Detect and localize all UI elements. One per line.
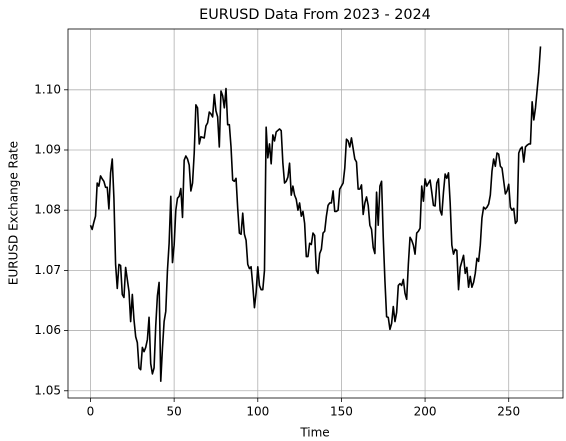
- y-tick-label: 1.08: [34, 203, 61, 217]
- data-line: [89, 46, 542, 382]
- y-tick-label: 1.05: [34, 383, 61, 397]
- y-tick-label: 1.07: [34, 263, 61, 277]
- x-tick-label: 250: [497, 405, 520, 419]
- y-tick-label: 1.06: [34, 323, 61, 337]
- y-tick-label: 1.10: [34, 82, 61, 96]
- y-axis-label: EURUSD Exchange Rate: [7, 141, 21, 285]
- chart-title: EURUSD Data From 2023 - 2024: [199, 7, 431, 23]
- x-tick-label: 50: [167, 405, 182, 419]
- x-tick-label: 200: [414, 405, 437, 419]
- x-tick-label: 100: [246, 405, 269, 419]
- plot-frame: [67, 28, 564, 399]
- x-axis-label: Time: [299, 426, 329, 440]
- x-tick-label: 150: [330, 405, 353, 419]
- y-tick-label: 1.09: [34, 142, 61, 156]
- x-tick-label: 0: [87, 405, 95, 419]
